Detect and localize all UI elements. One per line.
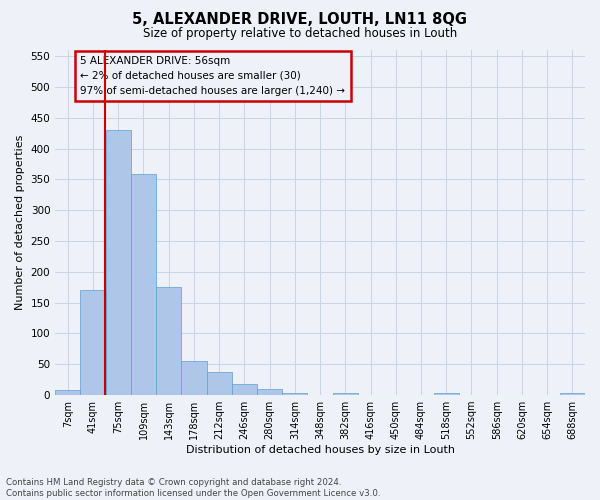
Bar bbox=[106, 130, 131, 395]
Bar bbox=[257, 389, 282, 395]
X-axis label: Distribution of detached houses by size in Louth: Distribution of detached houses by size … bbox=[185, 445, 455, 455]
Bar bbox=[181, 361, 206, 395]
Bar bbox=[80, 290, 106, 395]
Bar bbox=[434, 392, 459, 395]
Bar bbox=[332, 392, 358, 395]
Text: 5, ALEXANDER DRIVE, LOUTH, LN11 8QG: 5, ALEXANDER DRIVE, LOUTH, LN11 8QG bbox=[133, 12, 467, 28]
Text: Contains HM Land Registry data © Crown copyright and database right 2024.
Contai: Contains HM Land Registry data © Crown c… bbox=[6, 478, 380, 498]
Bar bbox=[232, 384, 257, 395]
Text: 5 ALEXANDER DRIVE: 56sqm
← 2% of detached houses are smaller (30)
97% of semi-de: 5 ALEXANDER DRIVE: 56sqm ← 2% of detache… bbox=[80, 56, 346, 96]
Y-axis label: Number of detached properties: Number of detached properties bbox=[15, 135, 25, 310]
Bar bbox=[131, 174, 156, 395]
Bar bbox=[55, 390, 80, 395]
Bar bbox=[560, 392, 585, 395]
Bar bbox=[156, 287, 181, 395]
Bar bbox=[282, 393, 307, 395]
Text: Size of property relative to detached houses in Louth: Size of property relative to detached ho… bbox=[143, 28, 457, 40]
Bar bbox=[206, 372, 232, 395]
